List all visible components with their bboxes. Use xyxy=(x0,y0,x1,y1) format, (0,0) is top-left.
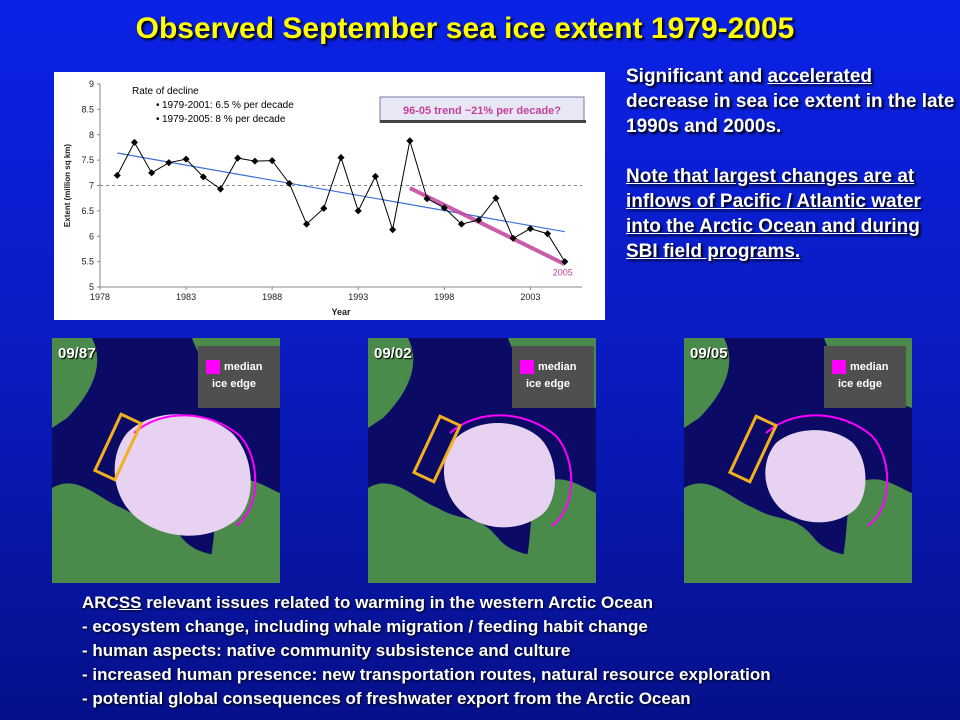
note-paragraph: Note that largest changes are at inflows… xyxy=(626,166,921,262)
rate-of-decline-title: Rate of decline xyxy=(132,86,199,97)
x-tick-label: 1998 xyxy=(434,292,454,302)
bullet-dot: • xyxy=(156,100,160,111)
map-2002: 09/02 median ice edge xyxy=(368,338,596,583)
sea-ice-extent-chart: 5 5.5 6 6.5 7 7.5 8 8.5 9 1978 1983 1988 1993 1998 200… xyxy=(54,72,605,320)
summary-text-b: decrease in sea ice extent in the late 1… xyxy=(626,91,955,137)
data-point xyxy=(371,172,379,180)
data-point xyxy=(182,155,190,163)
map-2005: 09/05 median ice edge xyxy=(684,338,912,583)
trend-note-shadow xyxy=(380,120,586,123)
data-point xyxy=(148,169,156,177)
median-edge-swatch xyxy=(520,360,534,374)
y-tick-label: 7 xyxy=(89,181,94,191)
heading-part-b: relevant issues related to warming in th… xyxy=(141,593,653,612)
legend-text-2: ice edge xyxy=(212,378,257,390)
rate-line-1: 1979-2001: 6.5 % per decade xyxy=(162,100,294,111)
issue-item: - increased human presence: new transpor… xyxy=(82,665,771,684)
data-point xyxy=(389,226,397,234)
x-tick-label: 1988 xyxy=(262,292,282,302)
slide-title: Observed September sea ice extent 1979-2… xyxy=(135,12,795,45)
end-year-label: 2005 xyxy=(553,268,573,278)
heading-part-underlined: SS xyxy=(118,593,142,612)
y-tick-label: 6 xyxy=(89,231,94,241)
y-tick-label: 8.5 xyxy=(81,104,94,114)
median-edge-swatch xyxy=(206,360,220,374)
data-point xyxy=(475,216,483,224)
data-point xyxy=(130,138,138,146)
legend-text-1: median xyxy=(224,361,263,373)
map-legend: median ice edge xyxy=(512,346,594,408)
summary-text-a: Significant and xyxy=(626,66,768,87)
issue-item: - human aspects: native community subsis… xyxy=(82,641,571,660)
legend-text-2: ice edge xyxy=(838,378,883,390)
data-point xyxy=(440,204,448,212)
legend-text-2: ice edge xyxy=(526,378,571,390)
data-point xyxy=(354,207,362,215)
data-point xyxy=(457,220,466,228)
median-edge-swatch xyxy=(832,360,846,374)
x-tick-label: 1993 xyxy=(348,292,368,302)
map-legend: median ice edge xyxy=(824,346,906,408)
heading-part-a: ARC xyxy=(82,593,119,612)
trend-note-text: 96-05 trend ~21% per decade? xyxy=(403,105,561,117)
data-point xyxy=(320,204,328,212)
issue-item: - potential global consequences of fresh… xyxy=(82,689,691,708)
issues-heading: ARCSS relevant issues related to warming… xyxy=(82,591,952,615)
data-point xyxy=(199,173,207,181)
x-axis-title: Year xyxy=(331,307,351,317)
y-tick-label: 8 xyxy=(89,130,94,140)
map-1987: 09/87 median ice edge xyxy=(52,338,280,583)
rate-line-2: 1979-2005: 8 % per decade xyxy=(162,114,286,125)
y-tick-label: 6.5 xyxy=(81,206,94,216)
data-point xyxy=(423,195,431,203)
issues-list: ARCSS relevant issues related to warming… xyxy=(82,591,952,711)
x-tick-label: 1978 xyxy=(90,292,110,302)
bullet-dot: • xyxy=(156,114,160,125)
data-point xyxy=(165,159,173,167)
data-point xyxy=(216,185,225,193)
data-point xyxy=(251,157,259,165)
data-point xyxy=(268,157,276,165)
map-label: 09/87 xyxy=(58,345,96,362)
issue-item: - ecosystem change, including whale migr… xyxy=(82,617,648,636)
legend-text-1: median xyxy=(850,361,889,373)
chart-svg: 5 5.5 6 6.5 7 7.5 8 8.5 9 1978 1983 1988 1993 1998 200… xyxy=(63,79,586,317)
map-label: 09/02 xyxy=(374,345,412,362)
y-tick-label: 5 xyxy=(89,282,94,292)
data-point xyxy=(544,230,552,238)
y-tick-label: 9 xyxy=(89,79,94,89)
data-point xyxy=(337,154,345,162)
data-point xyxy=(303,220,311,228)
map-legend: median ice edge xyxy=(198,346,280,408)
data-point xyxy=(561,258,569,266)
legend-text-1: median xyxy=(538,361,577,373)
trend-line xyxy=(117,152,565,233)
map-label: 09/05 xyxy=(690,345,728,362)
y-axis-title: Extent (million sq km) xyxy=(63,144,72,227)
summary-text: Significant and accelerated decrease in … xyxy=(626,64,956,264)
y-tick-label: 7.5 xyxy=(81,155,94,165)
trend-note-box xyxy=(379,96,585,123)
summary-paragraph: Significant and accelerated decrease in … xyxy=(626,64,956,139)
y-tick-label: 5.5 xyxy=(81,257,94,267)
data-point xyxy=(234,154,242,162)
x-tick-label: 2003 xyxy=(520,292,540,302)
data-point xyxy=(113,171,121,179)
x-tick-label: 1983 xyxy=(176,292,196,302)
data-point xyxy=(406,137,414,145)
data-point xyxy=(492,194,500,202)
recent-trend-line xyxy=(408,186,566,266)
data-point xyxy=(285,179,293,188)
summary-text-underlined: accelerated xyxy=(767,66,873,87)
